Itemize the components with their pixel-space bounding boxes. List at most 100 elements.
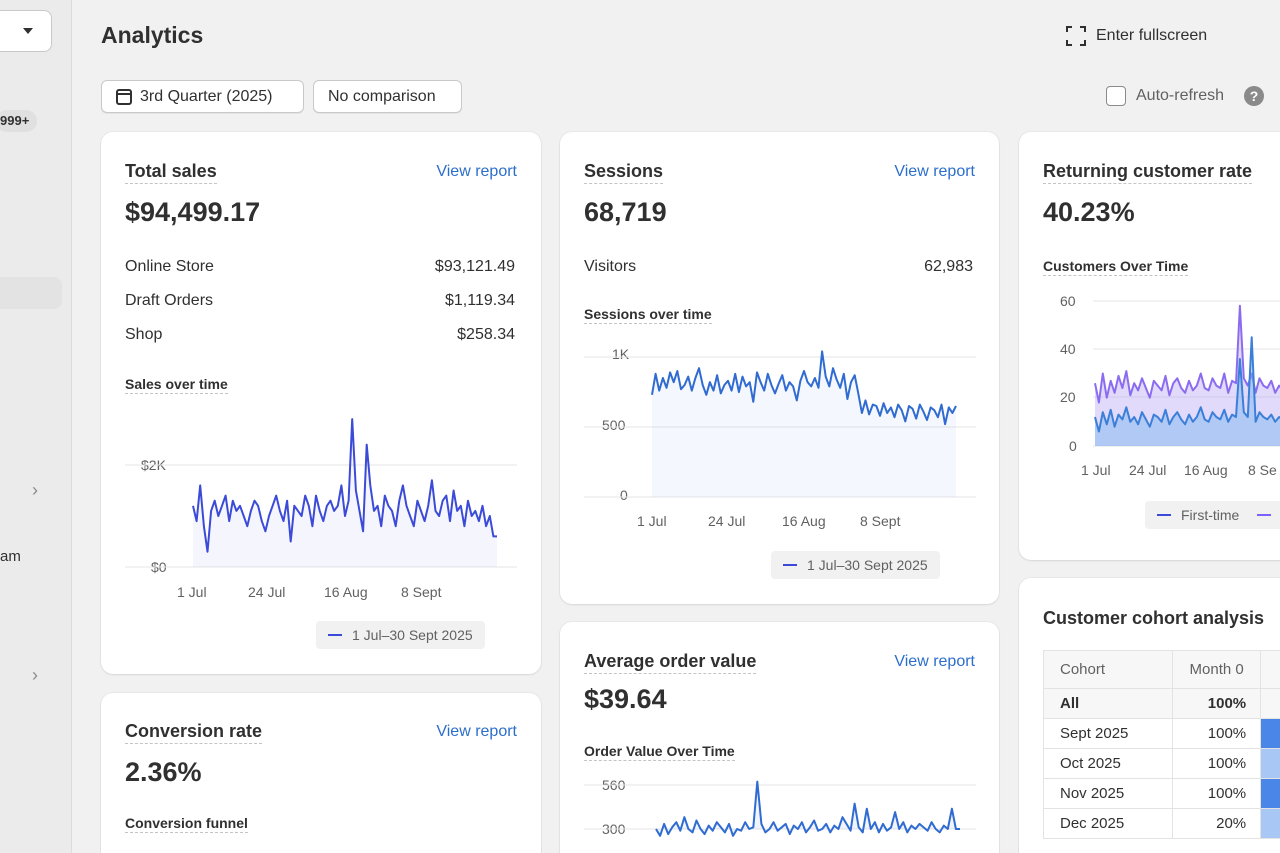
sessions-value: 68,719	[584, 197, 667, 227]
heat-cell	[1260, 688, 1280, 719]
column-header: Mo	[1260, 650, 1280, 689]
month0-cell: 100%	[1172, 688, 1262, 719]
returning-rate-value: 40.23%	[1043, 197, 1135, 227]
x-tick-label: 8 Sept	[401, 584, 442, 600]
series-area	[1095, 337, 1280, 446]
date-range-label: 3rd Quarter (2025)	[140, 87, 273, 105]
sessions-card: Sessions View report 68,719 Visitors 62,…	[560, 132, 999, 604]
series-line	[655, 780, 960, 837]
table-row: All 100%	[1042, 688, 1280, 719]
y-tick-label: 0	[620, 487, 628, 503]
series-area	[193, 419, 497, 567]
cohort-cell: Nov 2025	[1042, 778, 1174, 809]
x-tick-label: 1 Jul	[177, 584, 207, 600]
total-sales-card: Total sales View report $94,499.17 Onlin…	[101, 132, 541, 674]
card-title: Average order value	[584, 651, 757, 674]
chevron-down-icon	[23, 28, 33, 34]
view-report-link[interactable]: View report	[894, 163, 975, 180]
sessions-line-chart	[584, 350, 976, 498]
legend-swatch	[1257, 514, 1272, 516]
view-report-link[interactable]: View report	[436, 163, 517, 180]
fullscreen-button[interactable]: Enter fullscreen	[1066, 26, 1207, 46]
chart-title: Order Value Over Time	[584, 743, 735, 761]
heat-cell	[1260, 808, 1280, 839]
calendar-icon	[116, 88, 132, 105]
auto-refresh-checkbox[interactable]	[1106, 86, 1126, 106]
chart-legend: 1 Jul–30 Sept 2025	[316, 621, 485, 649]
aov-line-chart	[584, 780, 976, 837]
help-icon[interactable]: ?	[1244, 86, 1265, 106]
sidebar: 999+ › am ›	[0, 0, 72, 853]
legend-swatch	[1157, 514, 1171, 516]
auto-refresh-control: Auto-refresh ?	[1106, 86, 1265, 106]
x-tick-label: 16 Aug	[324, 584, 368, 600]
legend-swatch	[328, 634, 342, 636]
sidebar-item-active[interactable]	[0, 277, 62, 309]
view-report-link[interactable]: View report	[894, 653, 975, 670]
page-title: Analytics	[101, 22, 204, 48]
chart-title: Sales over time	[125, 376, 228, 394]
chart-title: Conversion funnel	[125, 815, 248, 833]
total-sales-value: $94,499.17	[125, 197, 261, 227]
cohort-cell: All	[1042, 688, 1174, 719]
table-row: Dec 2025 20%	[1042, 808, 1280, 839]
sales-line-chart	[125, 418, 517, 568]
heat-cell	[1260, 778, 1280, 809]
notification-badge: 999+	[0, 110, 38, 132]
view-report-link[interactable]: View report	[436, 723, 517, 740]
x-tick-label: 8 Se	[1248, 462, 1277, 478]
chevron-right-icon[interactable]: ›	[32, 665, 38, 685]
comparison-label: No comparison	[328, 87, 436, 105]
card-title: Customer cohort analysis	[1043, 608, 1265, 628]
y-tick-label: 0	[1069, 438, 1077, 454]
breakdown-value: $258.34	[457, 326, 515, 343]
legend-label: 1 Jul–30 Sept 2025	[352, 627, 473, 643]
y-tick-label: 500	[602, 417, 626, 433]
legend-swatch	[783, 564, 797, 566]
table-row: Oct 2025 100%	[1042, 748, 1280, 779]
month0-cell: 100%	[1172, 718, 1262, 749]
legend-label: First-time	[1181, 507, 1240, 523]
series-line	[1094, 336, 1280, 433]
breakdown-label: Draft Orders	[125, 292, 214, 309]
breakdown-label: Online Store	[125, 258, 214, 275]
conversion-rate-card: Conversion rate View report 2.36% Conver…	[101, 693, 541, 853]
y-tick-label: 40	[1060, 341, 1076, 357]
store-selector[interactable]	[0, 10, 52, 52]
month0-cell: 100%	[1172, 778, 1262, 809]
table-row: Sept 2025 100%	[1042, 718, 1280, 749]
x-tick-label: 24 Jul	[708, 513, 746, 529]
y-tick-label: 1K	[612, 346, 630, 362]
comparison-button[interactable]: No comparison	[313, 80, 462, 113]
fullscreen-icon	[1066, 26, 1086, 46]
x-tick-label: 1 Jul	[637, 513, 667, 529]
x-tick-label: 24 Jul	[248, 584, 286, 600]
cohort-cell: Oct 2025	[1042, 748, 1174, 779]
month0-cell: 20%	[1172, 808, 1262, 839]
breakdown-value: $1,119.34	[445, 292, 515, 309]
series-area	[652, 351, 956, 497]
x-tick-label: 8 Sept	[860, 513, 901, 529]
breakdown-label: Shop	[125, 326, 163, 343]
chevron-right-icon[interactable]: ›	[32, 480, 38, 500]
heat-cell	[1260, 718, 1280, 749]
breakdown-value: $93,121.49	[434, 258, 515, 275]
sidebar-item-label[interactable]: am	[0, 548, 21, 565]
breakdown-label: Visitors	[584, 258, 637, 275]
cohort-table: Cohort Month 0 Mo All 100% Sept 2025 100…	[1042, 650, 1280, 839]
x-tick-label: 16 Aug	[782, 513, 826, 529]
date-range-button[interactable]: 3rd Quarter (2025)	[101, 80, 304, 113]
returning-customer-card: Returning customer rate 40.23% Customers…	[1019, 132, 1280, 560]
conversion-rate-value: 2.36%	[125, 757, 202, 787]
average-order-value-card: Average order value View report $39.64 O…	[560, 622, 999, 853]
card-title: Conversion rate	[125, 721, 263, 744]
customers-area-chart	[1093, 300, 1280, 447]
month0-cell: 100%	[1172, 748, 1262, 779]
cohort-cell: Sept 2025	[1042, 718, 1174, 749]
legend-label: 1 Jul–30 Sept 2025	[807, 557, 928, 573]
card-title: Sessions	[584, 161, 664, 184]
series-line	[1094, 304, 1280, 404]
column-header: Month 0	[1172, 650, 1262, 689]
y-tick-label: 20	[1060, 389, 1076, 405]
fullscreen-label: Enter fullscreen	[1096, 27, 1208, 44]
